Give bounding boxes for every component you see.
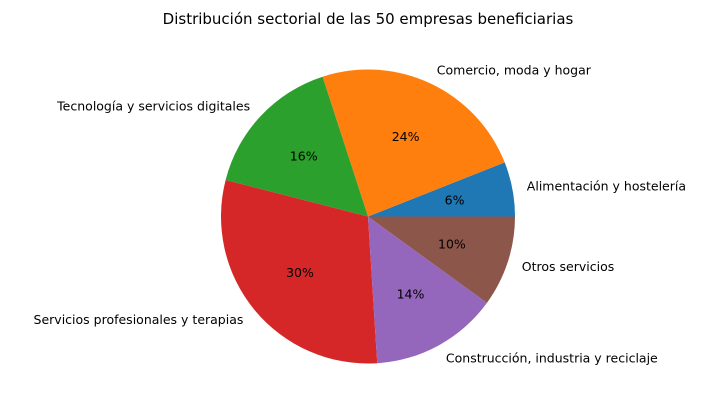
slice-pct-3: 30% — [286, 265, 314, 280]
pie-slice-5 — [368, 216, 515, 303]
chart-title: Distribución sectorial de las 50 empresa… — [162, 10, 574, 28]
slice-label-0: Alimentación y hostelería — [527, 179, 686, 194]
slice-label-1: Comercio, moda y hogar — [437, 63, 592, 78]
slice-label-3: Servicios profesionales y terapias — [34, 312, 244, 327]
slice-pct-4: 14% — [397, 286, 425, 301]
slice-label-2: Tecnología y servicios digitales — [56, 98, 250, 113]
pie-slice-2 — [225, 76, 368, 217]
slice-label-5: Otros servicios — [522, 259, 614, 274]
slice-pct-2: 16% — [290, 149, 318, 164]
pie-slice-0 — [368, 162, 516, 217]
slice-pct-1: 24% — [392, 129, 420, 144]
pie-slice-1 — [322, 69, 505, 217]
slice-pct-0: 6% — [445, 193, 465, 208]
slice-label-4: Construcción, industria y reciclaje — [446, 351, 658, 366]
pie-slice-4 — [368, 216, 487, 364]
slice-pct-5: 10% — [438, 236, 466, 251]
pie-slice-3 — [221, 179, 378, 364]
